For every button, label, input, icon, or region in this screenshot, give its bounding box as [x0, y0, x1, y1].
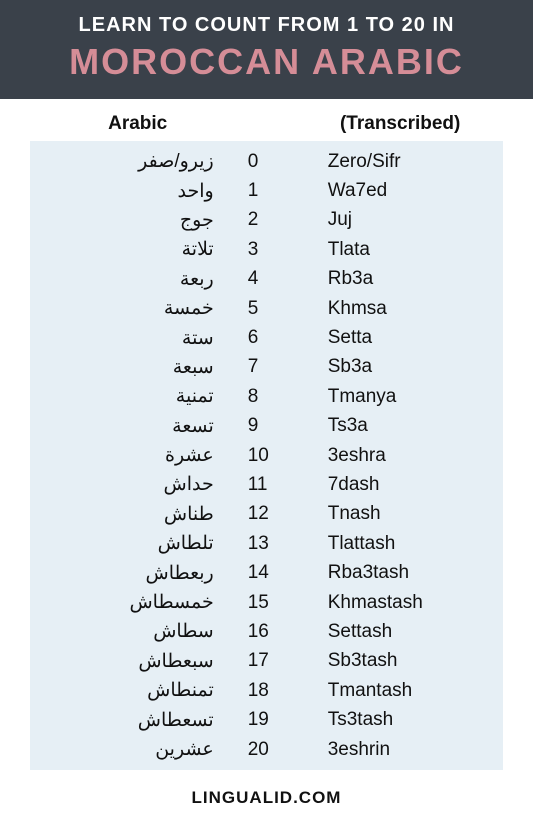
- cell-number: 10: [242, 445, 306, 467]
- cell-arabic: طناش: [36, 503, 242, 526]
- cell-transcribed: Settash: [306, 621, 497, 643]
- footer-site: LINGUALID.COM: [0, 774, 533, 826]
- cell-arabic: واحد: [36, 180, 242, 203]
- col-header-arabic: Arabic: [36, 113, 239, 135]
- cell-number: 12: [242, 503, 306, 525]
- cell-arabic: سطاش: [36, 620, 242, 643]
- table-row: تسعة9Ts3a: [36, 412, 497, 441]
- table-row: خمسة5Khmsa: [36, 294, 497, 323]
- cell-transcribed: Sb3a: [306, 356, 497, 378]
- table-row: ربعة4Rb3a: [36, 265, 497, 294]
- cell-number: 16: [242, 621, 306, 643]
- table-row: عشرة103eshra: [36, 441, 497, 470]
- cell-transcribed: 3eshra: [306, 445, 497, 467]
- table-row: زيرو/صفر0Zero/Sifr: [36, 147, 497, 176]
- cell-arabic: خمسطاش: [36, 591, 242, 614]
- header-subtitle: LEARN TO COUNT FROM 1 TO 20 IN: [10, 14, 523, 37]
- cell-arabic: تسعطاش: [36, 709, 242, 732]
- cell-number: 15: [242, 592, 306, 614]
- cell-number: 20: [242, 739, 306, 761]
- cell-transcribed: Rb3a: [306, 268, 497, 290]
- table-row: حداش117dash: [36, 470, 497, 499]
- table-row: سبعطاش17Sb3tash: [36, 647, 497, 676]
- cell-number: 3: [242, 239, 306, 261]
- table-row: عشرين203eshrin: [36, 735, 497, 764]
- cell-number: 14: [242, 562, 306, 584]
- table-row: تمنطاش18Tmantash: [36, 676, 497, 705]
- cell-arabic: تمنية: [36, 385, 242, 408]
- table-row: سبعة7Sb3a: [36, 353, 497, 382]
- table-row: ستة6Setta: [36, 323, 497, 352]
- cell-number: 18: [242, 680, 306, 702]
- cell-arabic: تسعة: [36, 415, 242, 438]
- table-row: تلاتة3Tlata: [36, 235, 497, 264]
- table-row: خمسطاش15Khmastash: [36, 588, 497, 617]
- cell-arabic: جوج: [36, 209, 242, 232]
- cell-number: 11: [242, 474, 306, 496]
- table-row: سطاش16Settash: [36, 617, 497, 646]
- cell-arabic: خمسة: [36, 297, 242, 320]
- cell-arabic: عشرة: [36, 444, 242, 467]
- cell-transcribed: Wa7ed: [306, 180, 497, 202]
- cell-number: 19: [242, 709, 306, 731]
- cell-transcribed: Ts3a: [306, 415, 497, 437]
- table-body: زيرو/صفر0Zero/Sifrواحد1Wa7edجوج2Jujتلاتة…: [30, 141, 503, 770]
- table-row: واحد1Wa7ed: [36, 176, 497, 205]
- cell-number: 6: [242, 327, 306, 349]
- table-row: طناش12Tnash: [36, 500, 497, 529]
- header-title: MOROCCAN ARABIC: [10, 41, 523, 83]
- table-row: ربعطاش14Rba3tash: [36, 558, 497, 587]
- cell-arabic: ربعة: [36, 268, 242, 291]
- col-header-number: [239, 113, 303, 135]
- cell-arabic: عشرين: [36, 738, 242, 761]
- table-row: جوج2Juj: [36, 206, 497, 235]
- cell-number: 2: [242, 209, 306, 231]
- cell-number: 17: [242, 650, 306, 672]
- cell-transcribed: Tlattash: [306, 533, 497, 555]
- cell-arabic: تمنطاش: [36, 679, 242, 702]
- cell-transcribed: Tnash: [306, 503, 497, 525]
- cell-transcribed: Khmastash: [306, 592, 497, 614]
- cell-arabic: سبعطاش: [36, 650, 242, 673]
- header: LEARN TO COUNT FROM 1 TO 20 IN MOROCCAN …: [0, 0, 533, 99]
- cell-number: 5: [242, 298, 306, 320]
- cell-number: 13: [242, 533, 306, 555]
- cell-transcribed: Juj: [306, 209, 497, 231]
- cell-arabic: تلاتة: [36, 238, 242, 261]
- cell-arabic: زيرو/صفر: [36, 150, 242, 173]
- cell-transcribed: Sb3tash: [306, 650, 497, 672]
- cell-arabic: حداش: [36, 473, 242, 496]
- cell-number: 9: [242, 415, 306, 437]
- cell-arabic: ربعطاش: [36, 562, 242, 585]
- cell-number: 8: [242, 386, 306, 408]
- cell-transcribed: Ts3tash: [306, 709, 497, 731]
- column-headers: Arabic (Transcribed): [30, 113, 503, 141]
- cell-number: 0: [242, 151, 306, 173]
- cell-transcribed: Tlata: [306, 239, 497, 261]
- cell-arabic: ستة: [36, 327, 242, 350]
- cell-number: 4: [242, 268, 306, 290]
- cell-number: 7: [242, 356, 306, 378]
- col-header-transcribed: (Transcribed): [303, 113, 497, 135]
- number-table: Arabic (Transcribed) زيرو/صفر0Zero/Sifrو…: [0, 99, 533, 774]
- cell-transcribed: 7dash: [306, 474, 497, 496]
- cell-arabic: تلطاش: [36, 532, 242, 555]
- cell-number: 1: [242, 180, 306, 202]
- table-row: تسعطاش19Ts3tash: [36, 705, 497, 734]
- cell-transcribed: 3eshrin: [306, 739, 497, 761]
- table-row: تمنية8Tmanya: [36, 382, 497, 411]
- cell-transcribed: Khmsa: [306, 298, 497, 320]
- table-row: تلطاش13Tlattash: [36, 529, 497, 558]
- cell-transcribed: Tmanya: [306, 386, 497, 408]
- cell-arabic: سبعة: [36, 356, 242, 379]
- cell-transcribed: Tmantash: [306, 680, 497, 702]
- cell-transcribed: Rba3tash: [306, 562, 497, 584]
- cell-transcribed: Setta: [306, 327, 497, 349]
- cell-transcribed: Zero/Sifr: [306, 151, 497, 173]
